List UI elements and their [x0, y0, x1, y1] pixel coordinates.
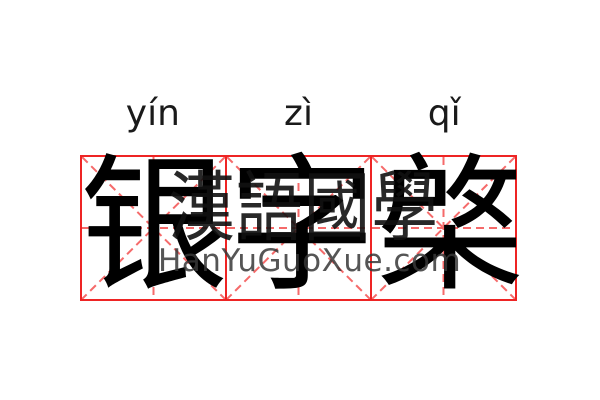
pinyin-syllable-2: zì	[284, 93, 313, 134]
pinyin-row: yín zì qǐ	[80, 92, 517, 135]
practice-grid	[80, 155, 517, 301]
grid-guide-lines-icon	[372, 157, 515, 299]
grid-guide-lines-icon	[227, 157, 370, 299]
pinyin-syllable-3: qǐ	[427, 93, 461, 134]
watermark-cjk-text: 漢語國學	[168, 167, 440, 251]
practice-grid-cell-2	[225, 157, 370, 299]
watermark-site-text: HanYuGuoXue.com	[158, 243, 462, 279]
grid-guide-lines-icon	[82, 157, 225, 299]
pinyin-syllable-1: yín	[125, 93, 180, 134]
practice-grid-cell-3	[370, 157, 515, 299]
practice-grid-cell-1	[82, 157, 225, 299]
